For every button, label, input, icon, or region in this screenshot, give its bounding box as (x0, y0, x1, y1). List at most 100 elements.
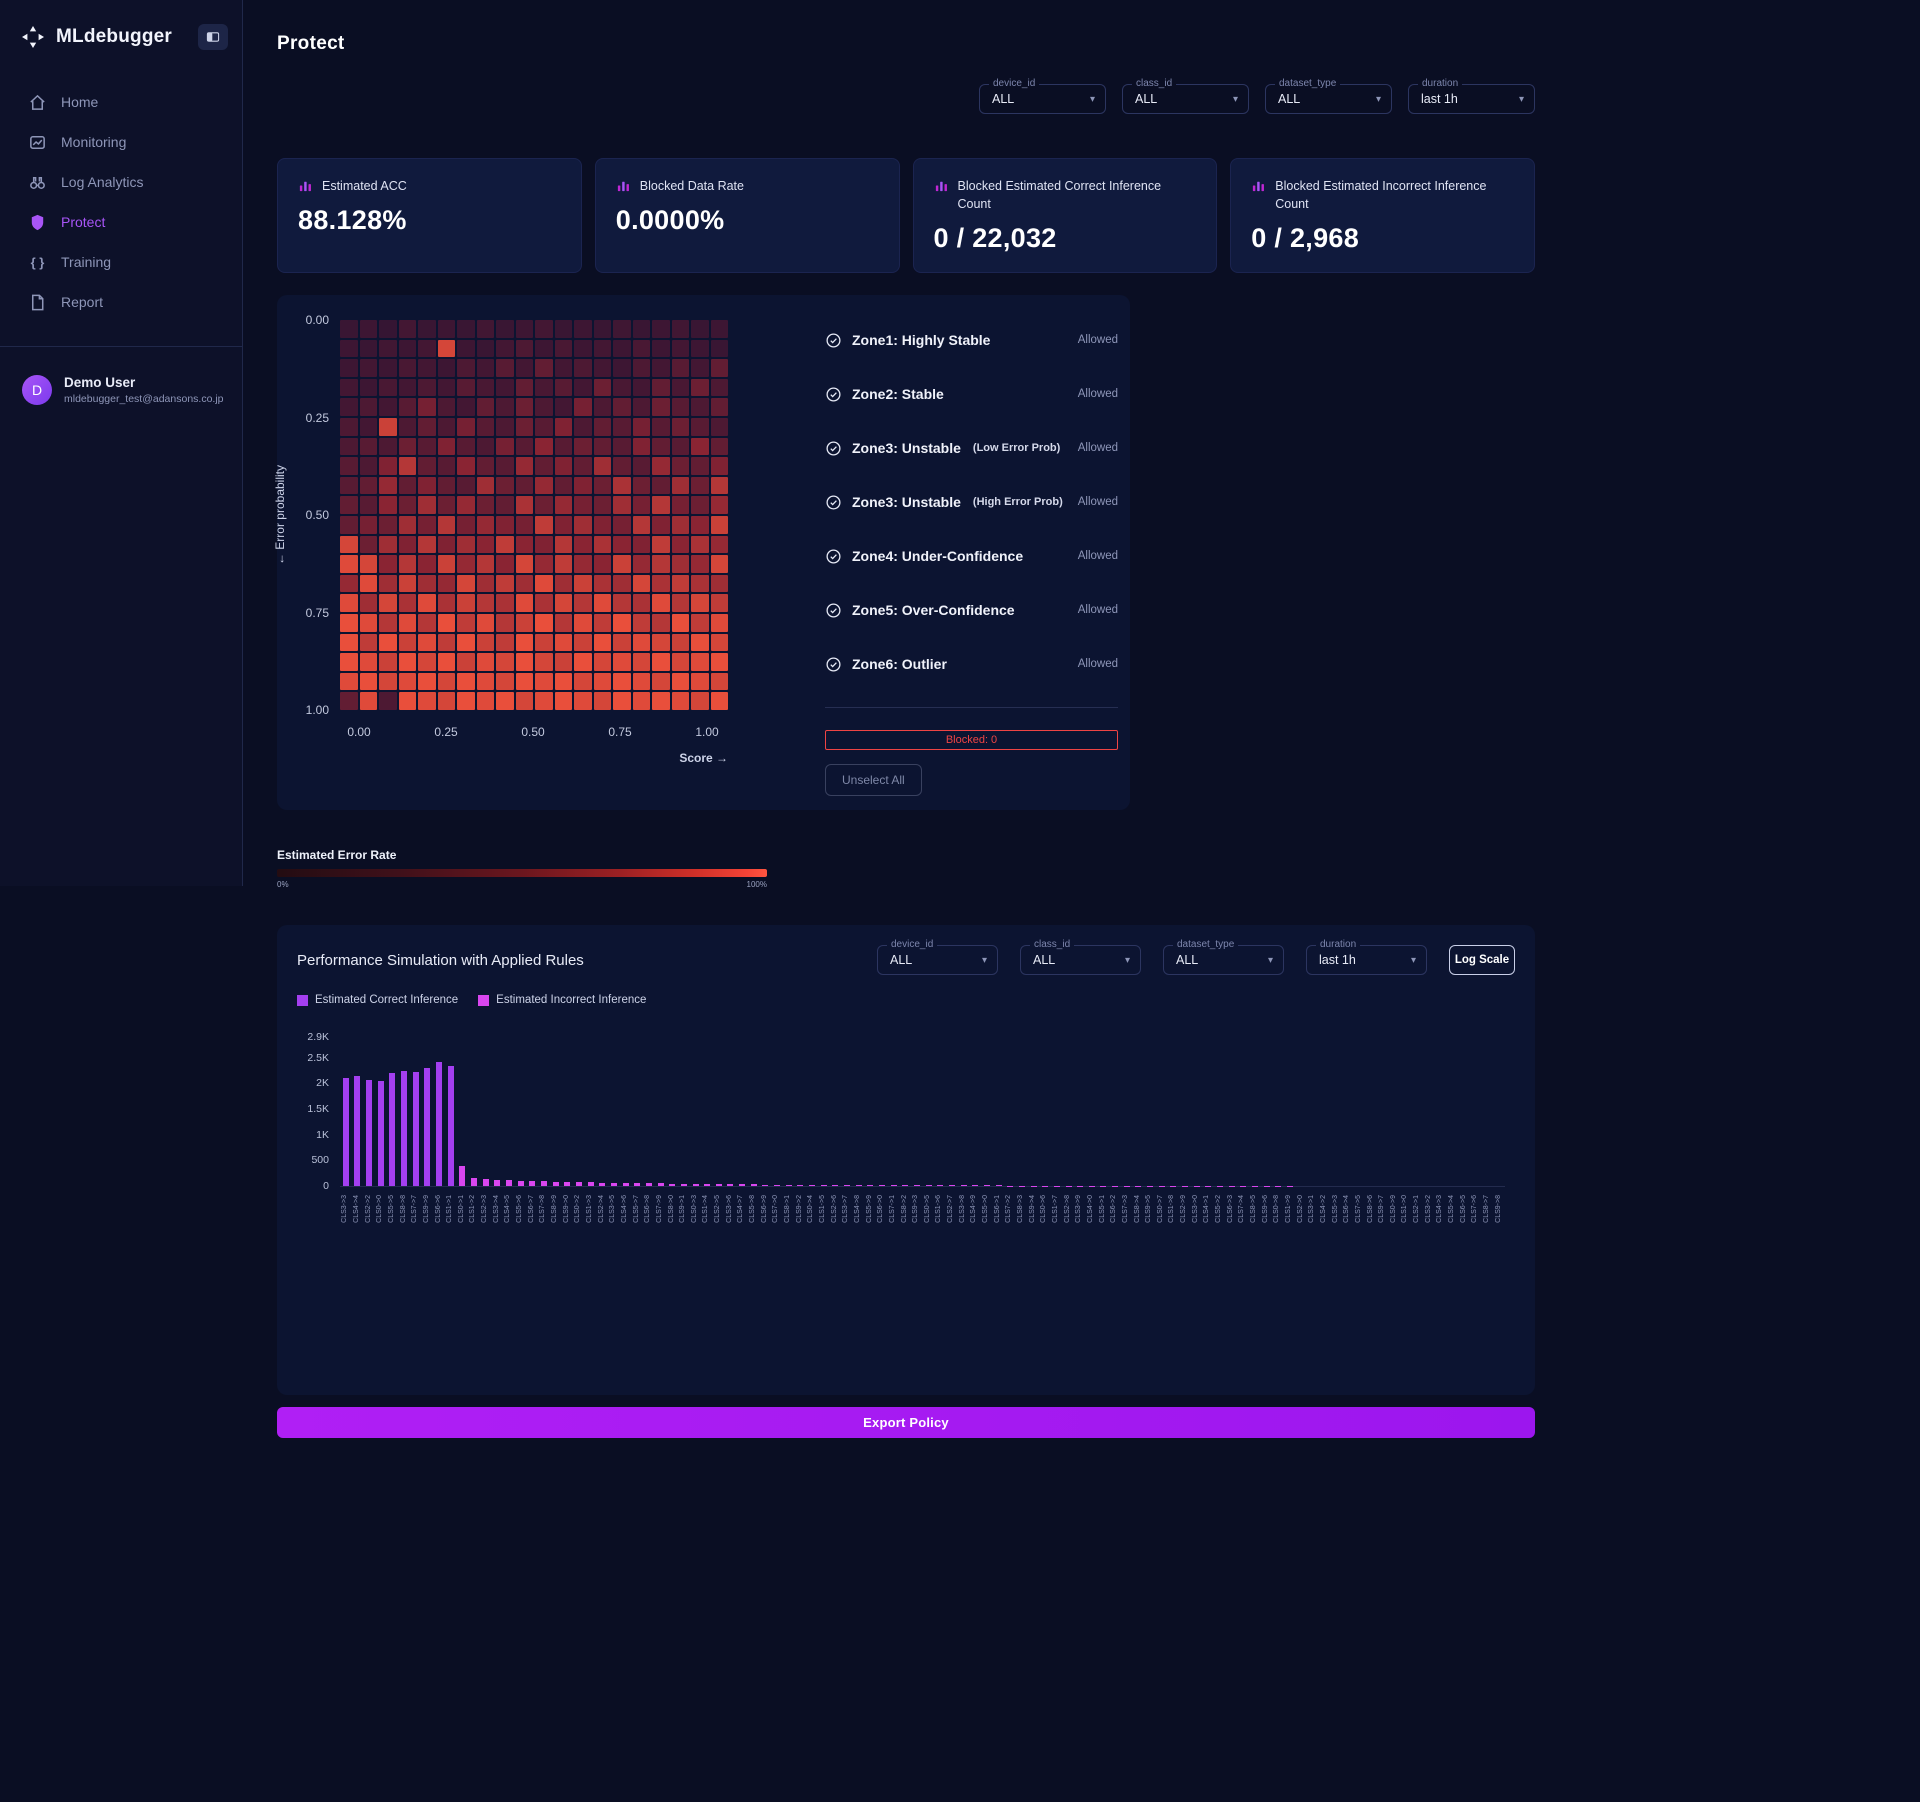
heatmap-cell[interactable] (477, 418, 495, 436)
heatmap-cell[interactable] (652, 496, 670, 514)
heatmap-cell[interactable] (633, 634, 651, 652)
heatmap-cell[interactable] (652, 418, 670, 436)
heatmap-cell[interactable] (555, 555, 573, 573)
heatmap-cell[interactable] (399, 536, 417, 554)
heatmap-cell[interactable] (399, 594, 417, 612)
heatmap-cell[interactable] (496, 496, 514, 514)
heatmap-cell[interactable] (633, 320, 651, 338)
heatmap-cell[interactable] (516, 634, 534, 652)
heatmap-cell[interactable] (574, 496, 592, 514)
heatmap-cell[interactable] (594, 398, 612, 416)
heatmap-cell[interactable] (379, 457, 397, 475)
sidebar-item-protect[interactable]: Protect (0, 202, 242, 242)
heatmap-cell[interactable] (574, 536, 592, 554)
heatmap-cell[interactable] (711, 634, 729, 652)
heatmap-cell[interactable] (652, 457, 670, 475)
heatmap-cell[interactable] (438, 673, 456, 691)
heatmap-cell[interactable] (379, 398, 397, 416)
heatmap-cell[interactable] (535, 536, 553, 554)
heatmap-cell[interactable] (691, 653, 709, 671)
heatmap-cell[interactable] (360, 457, 378, 475)
heatmap-cell[interactable] (379, 653, 397, 671)
heatmap-cell[interactable] (360, 477, 378, 495)
heatmap-cell[interactable] (633, 536, 651, 554)
heatmap-cell[interactable] (574, 359, 592, 377)
heatmap-cell[interactable] (652, 536, 670, 554)
heatmap-cell[interactable] (516, 496, 534, 514)
heatmap-cell[interactable] (672, 457, 690, 475)
heatmap-cell[interactable] (672, 575, 690, 593)
heatmap-cell[interactable] (477, 398, 495, 416)
heatmap-cell[interactable] (399, 379, 417, 397)
heatmap-cell[interactable] (535, 594, 553, 612)
heatmap-cell[interactable] (672, 438, 690, 456)
heatmap-cell[interactable] (379, 418, 397, 436)
heatmap-cell[interactable] (652, 555, 670, 573)
heatmap-cell[interactable] (594, 496, 612, 514)
heatmap-cell[interactable] (360, 516, 378, 534)
heatmap-cell[interactable] (379, 379, 397, 397)
heatmap-cell[interactable] (340, 438, 358, 456)
heatmap-cell[interactable] (399, 496, 417, 514)
heatmap-cell[interactable] (594, 634, 612, 652)
heatmap-cell[interactable] (457, 477, 475, 495)
heatmap-cell[interactable] (672, 673, 690, 691)
heatmap-cell[interactable] (340, 653, 358, 671)
heatmap-cell[interactable] (418, 555, 436, 573)
heatmap-cell[interactable] (613, 438, 631, 456)
heatmap-cell[interactable] (438, 398, 456, 416)
heatmap-cell[interactable] (399, 653, 417, 671)
heatmap-cell[interactable] (438, 594, 456, 612)
heatmap-cell[interactable] (340, 398, 358, 416)
heatmap-cell[interactable] (379, 516, 397, 534)
heatmap-cell[interactable] (672, 653, 690, 671)
heatmap-cell[interactable] (379, 320, 397, 338)
heatmap-cell[interactable] (399, 673, 417, 691)
heatmap-cell[interactable] (613, 692, 631, 710)
heatmap-cell[interactable] (477, 320, 495, 338)
heatmap-cell[interactable] (711, 398, 729, 416)
heatmap-cell[interactable] (594, 594, 612, 612)
heatmap-cell[interactable] (457, 653, 475, 671)
heatmap-cell[interactable] (438, 418, 456, 436)
heatmap-cell[interactable] (477, 614, 495, 632)
heatmap-cell[interactable] (555, 457, 573, 475)
heatmap-cell[interactable] (652, 438, 670, 456)
heatmap-cell[interactable] (379, 594, 397, 612)
heatmap-cell[interactable] (360, 634, 378, 652)
heatmap-cell[interactable] (340, 516, 358, 534)
heatmap-cell[interactable] (496, 340, 514, 358)
heatmap-cell[interactable] (340, 457, 358, 475)
heatmap-cell[interactable] (360, 359, 378, 377)
log-scale-button[interactable]: Log Scale (1449, 945, 1515, 975)
heatmap-cell[interactable] (652, 340, 670, 358)
heatmap-cell[interactable] (535, 398, 553, 416)
heatmap-cell[interactable] (399, 340, 417, 358)
heatmap-cell[interactable] (438, 575, 456, 593)
heatmap-cell[interactable] (633, 398, 651, 416)
heatmap-cell[interactable] (652, 516, 670, 534)
heatmap-cell[interactable] (691, 477, 709, 495)
heatmap-cell[interactable] (672, 359, 690, 377)
heatmap-cell[interactable] (477, 457, 495, 475)
sim-filter-duration[interactable]: duration last 1h ▾ (1306, 945, 1427, 975)
heatmap-cell[interactable] (496, 477, 514, 495)
heatmap-cell[interactable] (672, 555, 690, 573)
heatmap-cell[interactable] (652, 692, 670, 710)
heatmap-cell[interactable] (360, 555, 378, 573)
heatmap-cell[interactable] (594, 477, 612, 495)
heatmap-cell[interactable] (438, 692, 456, 710)
heatmap-cell[interactable] (399, 634, 417, 652)
heatmap-cell[interactable] (496, 320, 514, 338)
heatmap-cell[interactable] (574, 634, 592, 652)
heatmap-cell[interactable] (535, 477, 553, 495)
heatmap-cell[interactable] (438, 496, 456, 514)
heatmap-cell[interactable] (360, 398, 378, 416)
heatmap-cell[interactable] (399, 418, 417, 436)
heatmap-cell[interactable] (711, 320, 729, 338)
filter-dataset-type[interactable]: dataset_type ALL ▾ (1265, 84, 1392, 114)
heatmap-cell[interactable] (457, 418, 475, 436)
heatmap-cell[interactable] (613, 516, 631, 534)
heatmap-cell[interactable] (496, 692, 514, 710)
heatmap-cell[interactable] (711, 614, 729, 632)
